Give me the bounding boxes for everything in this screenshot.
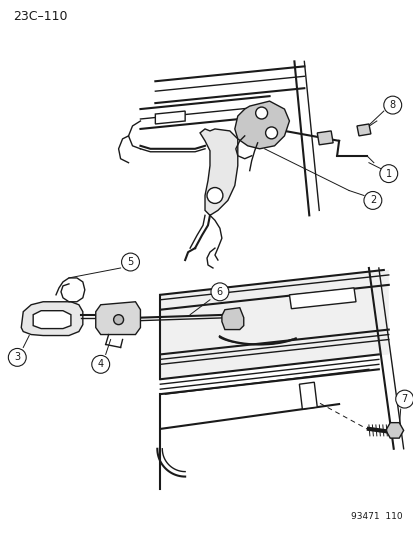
Circle shape	[121, 253, 139, 271]
Polygon shape	[316, 131, 332, 145]
Circle shape	[265, 127, 277, 139]
Polygon shape	[299, 382, 316, 409]
Circle shape	[113, 314, 123, 325]
Polygon shape	[289, 288, 355, 309]
Text: 6: 6	[216, 287, 223, 297]
Polygon shape	[221, 308, 243, 329]
Polygon shape	[234, 101, 289, 149]
Circle shape	[379, 165, 397, 183]
Circle shape	[8, 349, 26, 366]
Polygon shape	[199, 129, 237, 215]
Text: 4: 4	[97, 359, 104, 369]
Text: 7: 7	[401, 394, 407, 404]
Text: 8: 8	[389, 100, 395, 110]
Circle shape	[383, 96, 401, 114]
Circle shape	[92, 356, 109, 373]
Circle shape	[395, 390, 413, 408]
Text: 3: 3	[14, 352, 20, 362]
Polygon shape	[95, 302, 140, 335]
Circle shape	[255, 107, 267, 119]
Polygon shape	[385, 423, 403, 438]
Polygon shape	[155, 111, 185, 124]
Polygon shape	[33, 311, 71, 328]
Text: 2: 2	[369, 196, 375, 205]
Circle shape	[206, 188, 222, 204]
Circle shape	[211, 283, 228, 301]
Text: 1: 1	[385, 168, 391, 179]
Polygon shape	[21, 302, 83, 336]
Polygon shape	[160, 270, 388, 379]
Circle shape	[363, 191, 381, 209]
Text: 5: 5	[127, 257, 133, 267]
Text: 23C–110: 23C–110	[13, 10, 68, 23]
Text: 93471  110: 93471 110	[350, 512, 402, 521]
Polygon shape	[356, 124, 370, 136]
